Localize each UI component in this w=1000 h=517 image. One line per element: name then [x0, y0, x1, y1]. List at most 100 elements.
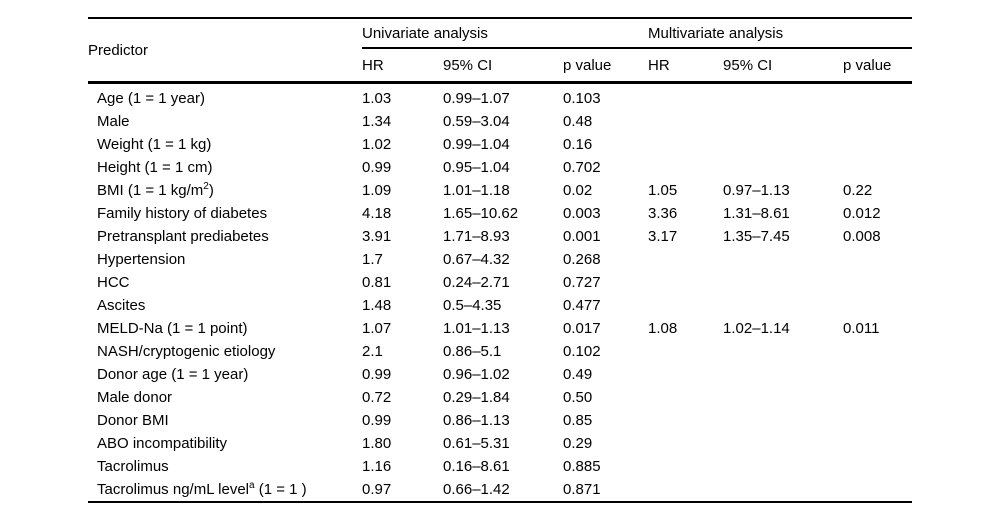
uni-pvalue-cell: 0.003: [563, 205, 601, 222]
sub-header-row: HR 95% CI p value HR 95% CI p value: [88, 48, 913, 84]
predictor-cell: Height (1 = 1 cm): [97, 159, 213, 176]
table-body: Age (1 = 1 year) 1.03 0.99–1.07 0.103 Male 1.…: [88, 83, 912, 503]
table-row: Tacrolimus 1.16 0.16–8.61 0.885: [88, 455, 912, 478]
predictor-cell: BMI (1 = 1 kg/m2): [97, 181, 214, 200]
predictor-cell: MELD-Na (1 = 1 point): [97, 320, 248, 337]
regression-analysis-table: Predictor Univariate analysis Multivaria…: [88, 17, 913, 503]
uni-pvalue-cell: 0.50: [563, 389, 593, 406]
multi-hr-cell: [648, 271, 723, 294]
multi-ci-cell: 0.97–1.13: [723, 182, 790, 199]
table-row: Donor BMI 0.99 0.86–1.13 0.85: [88, 409, 912, 432]
multi-hr-cell: [648, 83, 723, 111]
multi-pvalue-cell: 0.22: [843, 182, 873, 199]
uni-pvalue-cell: 0.871: [563, 481, 601, 498]
multi-pvalue-cell: [843, 294, 912, 317]
predictor-cell: Family history of diabetes: [97, 205, 268, 222]
superscript: 2: [203, 181, 209, 192]
predictor-cell: Weight (1 = 1 kg): [97, 136, 212, 153]
table-row: Male 1.34 0.59–3.04 0.48: [88, 110, 912, 133]
uni-hr-cell: 1.48: [362, 297, 392, 314]
uni-ci-cell: 0.24–2.71: [443, 274, 510, 291]
multi-hr-cell: 1.05: [648, 182, 678, 199]
multi-hr-cell: [648, 110, 723, 133]
uni-ci-cell: 0.96–1.02: [443, 366, 510, 383]
multi-ci-cell: [723, 340, 843, 363]
uni-hr-cell: 1.09: [362, 182, 392, 199]
uni-ci-cell: 0.5–4.35: [443, 297, 502, 314]
multi-pvalue-cell: 0.012: [843, 205, 881, 222]
multi-hr-cell: 1.08: [648, 320, 678, 337]
group-header-multivariate: Multivariate analysis: [648, 18, 913, 49]
uni-hr-cell: 0.99: [362, 159, 392, 176]
multi-hr-cell: [648, 340, 723, 363]
multi-ci-cell: [723, 110, 843, 133]
uni-hr-cell: 1.07: [362, 320, 392, 337]
uni-pvalue-cell: 0.885: [563, 458, 601, 475]
table-row: Donor age (1 = 1 year) 0.99 0.96–1.02 0.49: [88, 363, 912, 386]
uni-hr-cell: 0.99: [362, 366, 392, 383]
multi-hr-cell: [648, 455, 723, 478]
multi-pvalue-cell: [843, 386, 912, 409]
group-header-row: Predictor Univariate analysis Multivaria…: [88, 18, 913, 84]
group-header-univariate: Univariate analysis: [362, 18, 649, 49]
predictor-cell: Hypertension: [97, 251, 186, 268]
multi-hr-cell: [648, 409, 723, 432]
column-header-multi-pvalue: p value: [843, 48, 913, 84]
multi-pvalue-cell: [843, 156, 912, 179]
uni-hr-cell: 0.97: [362, 481, 392, 498]
uni-pvalue-cell: 0.29: [563, 435, 593, 452]
uni-ci-cell: 0.29–1.84: [443, 389, 510, 406]
multi-ci-cell: [723, 409, 843, 432]
uni-ci-cell: 0.86–5.1: [443, 343, 502, 360]
uni-hr-cell: 2.1: [362, 343, 383, 360]
multi-ci-cell: [723, 455, 843, 478]
predictor-cell: Male donor: [97, 389, 173, 406]
uni-pvalue-cell: 0.49: [563, 366, 593, 383]
uni-pvalue-cell: 0.102: [563, 343, 601, 360]
table-row: Male donor 0.72 0.29–1.84 0.50: [88, 386, 912, 409]
table-header: Predictor Univariate analysis Multivaria…: [88, 18, 913, 84]
multi-hr-cell: 3.17: [648, 228, 678, 245]
uni-hr-cell: 1.34: [362, 113, 392, 130]
predictor-cell: Donor BMI: [97, 412, 169, 429]
table-row: Pretransplant prediabetes 3.91 1.71–8.93 0.…: [88, 225, 912, 248]
multi-pvalue-cell: [843, 83, 912, 111]
table-row: BMI (1 = 1 kg/m2) 1.09 1.01–1.18 0.02 1.05 0.…: [88, 179, 912, 202]
multi-hr-cell: [648, 363, 723, 386]
uni-hr-cell: 0.81: [362, 274, 392, 291]
uni-ci-cell: 1.65–10.62: [443, 205, 519, 222]
uni-ci-cell: 0.61–5.31: [443, 435, 510, 452]
uni-pvalue-cell: 0.727: [563, 274, 601, 291]
regression-table-container: Predictor Univariate analysis Multivaria…: [88, 17, 913, 503]
multi-ci-cell: [723, 363, 843, 386]
uni-ci-cell: 0.99–1.07: [443, 90, 510, 107]
predictor-cell: ABO incompatibility: [97, 435, 228, 452]
multi-ci-cell: 1.31–8.61: [723, 205, 790, 222]
table-row: HCC 0.81 0.24–2.71 0.727: [88, 271, 912, 294]
multi-pvalue-cell: [843, 432, 912, 455]
multi-pvalue-cell: [843, 409, 912, 432]
uni-pvalue-cell: 0.02: [563, 182, 593, 199]
uni-hr-cell: 4.18: [362, 205, 392, 222]
table-row: Family history of diabetes 4.18 1.65–10.62…: [88, 202, 912, 225]
uni-hr-cell: 0.99: [362, 412, 392, 429]
uni-pvalue-cell: 0.48: [563, 113, 593, 130]
multi-pvalue-cell: [843, 478, 912, 502]
uni-hr-cell: 3.91: [362, 228, 392, 245]
multi-hr-cell: [648, 156, 723, 179]
uni-pvalue-cell: 0.001: [563, 228, 601, 245]
multi-ci-cell: [723, 294, 843, 317]
multi-hr-cell: [648, 133, 723, 156]
predictor-cell: Tacrolimus: [97, 458, 169, 475]
multi-hr-cell: [648, 386, 723, 409]
multi-hr-cell: [648, 478, 723, 502]
multi-hr-cell: [648, 432, 723, 455]
table-row: MELD-Na (1 = 1 point) 1.07 1.01–1.13 0.017 1…: [88, 317, 912, 340]
predictor-cell: Pretransplant prediabetes: [97, 228, 269, 245]
multi-ci-cell: [723, 432, 843, 455]
uni-pvalue-cell: 0.16: [563, 136, 593, 153]
column-header-multi-hr: HR: [648, 48, 724, 84]
uni-ci-cell: 0.99–1.04: [443, 136, 510, 153]
column-header-multi-ci: 95% CI: [723, 48, 844, 84]
table-row: Hypertension 1.7 0.67–4.32 0.268: [88, 248, 912, 271]
